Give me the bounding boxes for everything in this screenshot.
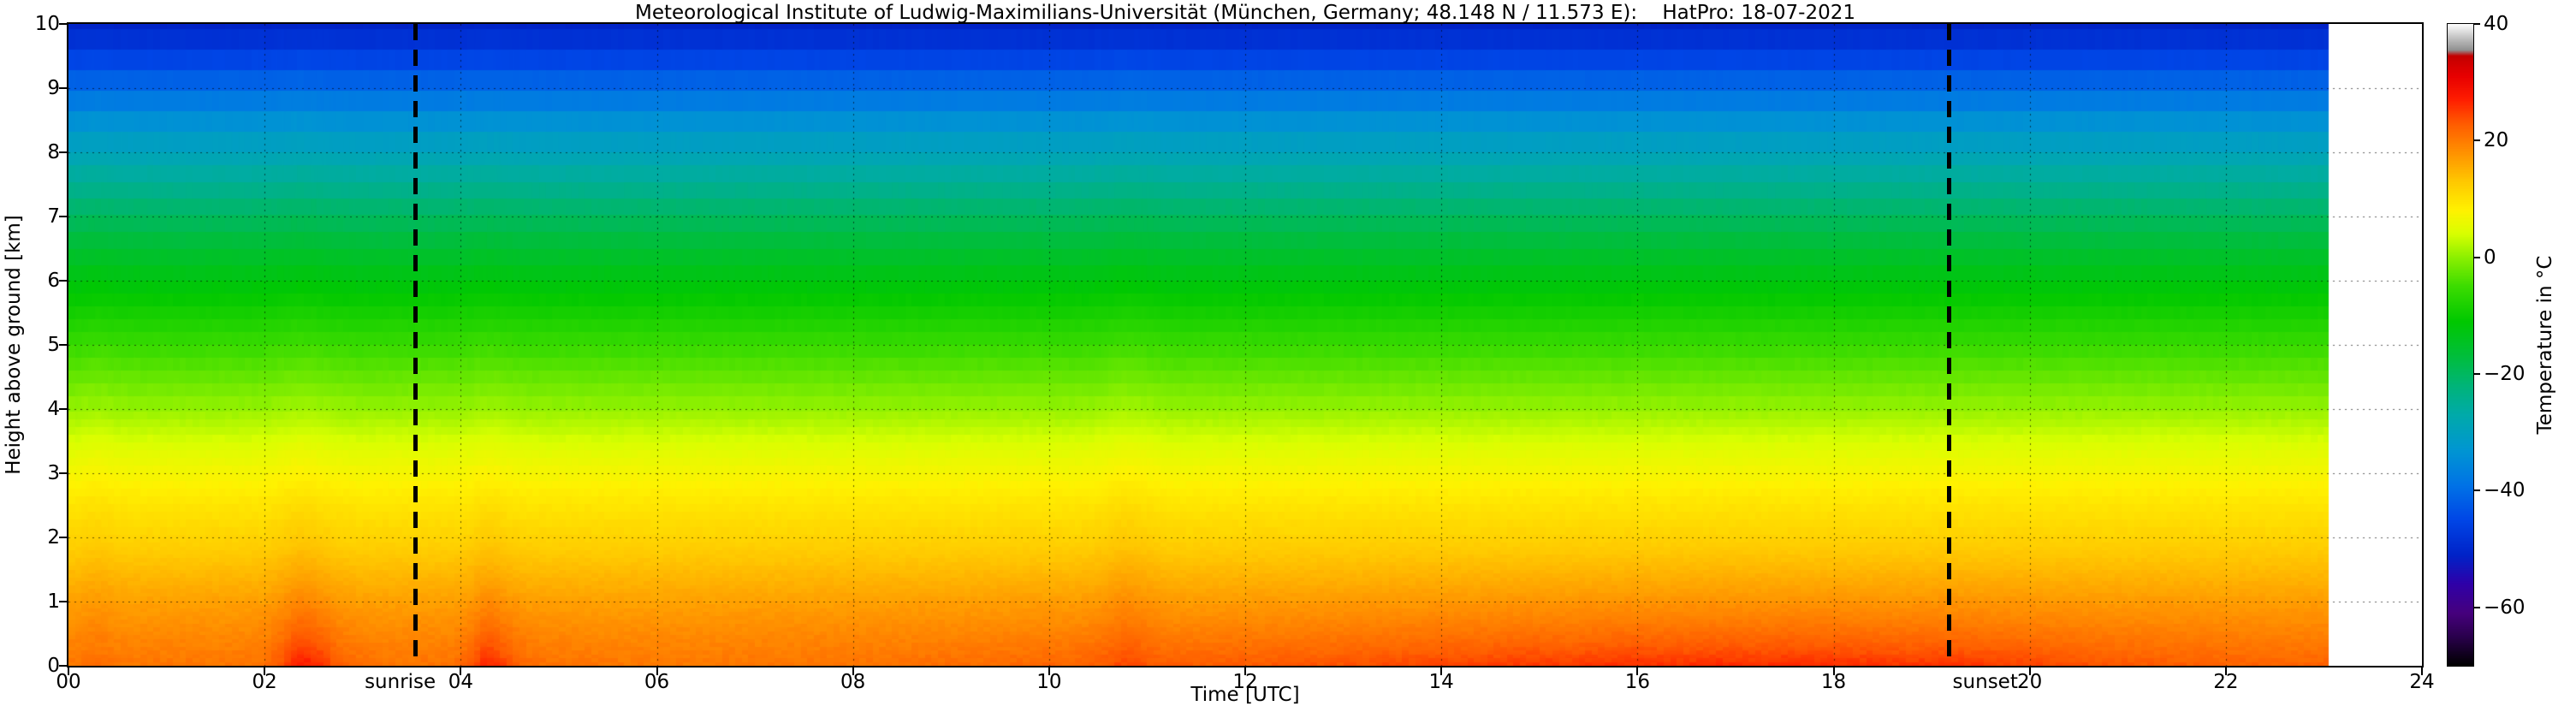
y-tick-label: 4 [47, 398, 60, 420]
sunrise-line [413, 24, 418, 666]
tick-mark [1244, 667, 1246, 675]
colorbar-tick-label: 0 [2484, 246, 2496, 269]
tick-mark [59, 216, 67, 217]
tick-mark [460, 667, 462, 675]
sunrise-label: sunrise [365, 671, 436, 693]
tick-mark [2473, 373, 2480, 376]
colorbar-canvas [2448, 24, 2473, 666]
tick-mark [59, 408, 67, 410]
y-tick-label: 1 [47, 590, 60, 613]
colorbar-tick-label: −40 [2484, 479, 2526, 502]
colorbar-tick-label: −60 [2484, 596, 2526, 619]
y-tick-label: 8 [47, 141, 60, 163]
tick-mark [2473, 256, 2480, 258]
y-tick-label: 3 [47, 462, 60, 484]
tick-mark [2421, 667, 2423, 675]
y-tick-label: 10 [34, 13, 60, 35]
colorbar-tick-label: 40 [2484, 13, 2509, 35]
colorbar-tick-label: 20 [2484, 129, 2509, 152]
tick-mark [2028, 667, 2031, 675]
tick-mark [59, 280, 67, 282]
tick-mark [1048, 667, 1050, 675]
tick-mark [1440, 667, 1443, 675]
y-tick-label: 0 [47, 655, 60, 677]
tick-mark [1636, 667, 1639, 675]
tick-mark [59, 344, 67, 346]
tick-mark [59, 151, 67, 153]
tick-mark [59, 665, 67, 667]
tick-mark [852, 667, 854, 675]
sunset-line [1947, 24, 1952, 666]
y-tick-label: 5 [47, 334, 60, 356]
y-axis-label: Height above ground [km] [3, 215, 25, 475]
heatmap-canvas [68, 24, 2422, 666]
chart-title: Meteorological Institute of Ludwig-Maxim… [634, 2, 1856, 24]
tick-mark [59, 23, 67, 25]
y-tick-label: 6 [47, 270, 60, 292]
tick-mark [59, 472, 67, 474]
tick-mark [264, 667, 266, 675]
tick-mark [656, 667, 658, 675]
tick-mark [2473, 23, 2480, 25]
sunset-label: sunset [1952, 671, 2018, 693]
y-tick-label: 2 [47, 526, 60, 549]
tick-mark [59, 87, 67, 89]
tick-mark [2473, 606, 2480, 608]
y-tick-label: 7 [47, 205, 60, 228]
tick-mark [2473, 139, 2480, 142]
tick-mark [59, 537, 67, 538]
tick-mark [68, 667, 69, 675]
colorbar-axis-label: Temperature in °C [2534, 255, 2556, 435]
tick-mark [2224, 667, 2227, 675]
colorbar [2447, 23, 2474, 667]
tick-mark [59, 601, 67, 602]
colorbar-tick-label: −20 [2484, 363, 2526, 386]
tick-mark [1832, 667, 1835, 675]
y-tick-label: 9 [47, 77, 60, 99]
plot-area [67, 22, 2424, 667]
tick-mark [2473, 489, 2480, 492]
x-axis-label: Time [UTC] [1190, 684, 1300, 706]
